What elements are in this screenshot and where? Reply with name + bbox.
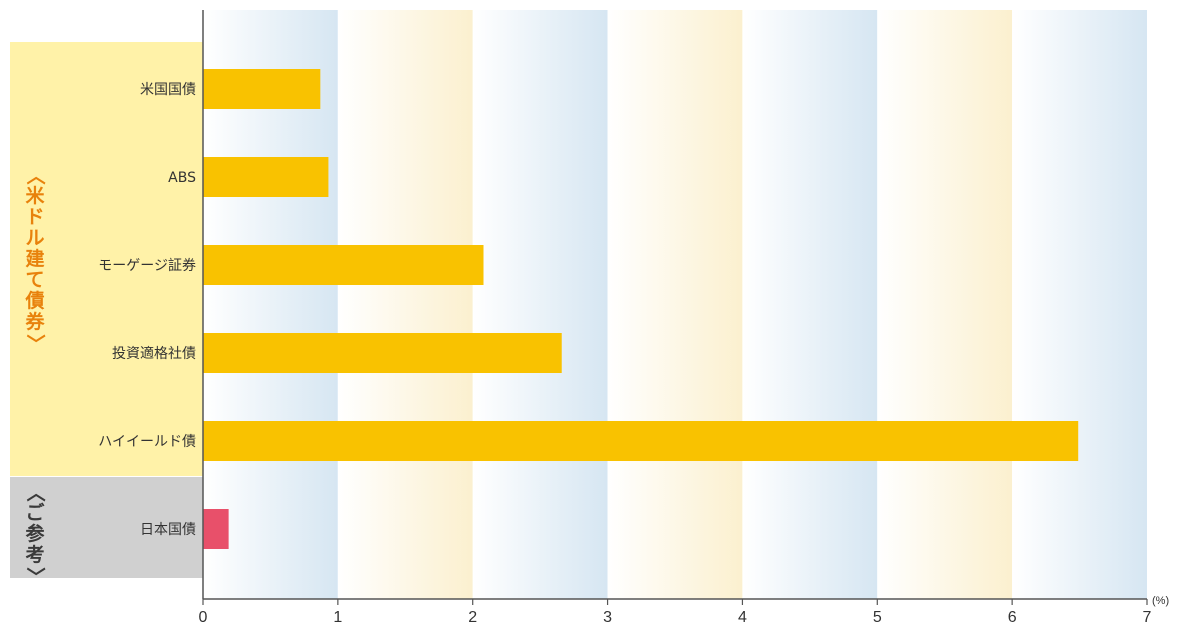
bar-0 [203,69,321,109]
x-tick-label: 1 [333,609,342,626]
category-label: モーゲージ証券 [98,258,196,274]
x-axis-ticks: 0 1 2 3 4 5 6 7 [199,599,1152,626]
bar-2 [203,245,484,285]
usd-bond-group-background [10,42,203,476]
reference-group-label: 〈ご参考〉 [24,482,47,587]
x-tick-label: 2 [468,609,477,626]
category-label: 投資適格社債 [112,345,196,362]
category-label: ハイイールド債 [98,434,196,450]
background-bands [203,10,1147,599]
bar-3 [203,333,562,373]
bar-5 [203,509,229,549]
x-tick-label: 5 [873,609,882,626]
x-tick-label: 7 [1143,609,1152,626]
category-label: 米国国債 [140,82,196,98]
x-tick-label: 4 [738,609,747,626]
x-tick-label: 0 [199,609,208,626]
x-tick-label: 3 [603,609,612,626]
category-label: ABS [168,170,196,186]
background-band [877,10,1013,599]
background-band [607,10,743,599]
reference-group-background [10,477,203,578]
bars [203,69,1079,549]
background-band [1012,10,1147,599]
bar-1 [203,157,329,197]
category-label: 日本国債 [140,522,196,538]
background-band [337,10,473,599]
background-band [472,10,608,599]
bar-4 [203,421,1079,461]
x-axis-unit: (%) [1152,595,1169,607]
background-band [742,10,878,599]
usd-bond-group-label: 〈米ドル建て債券〉 [24,165,47,354]
x-tick-label: 6 [1008,609,1017,626]
